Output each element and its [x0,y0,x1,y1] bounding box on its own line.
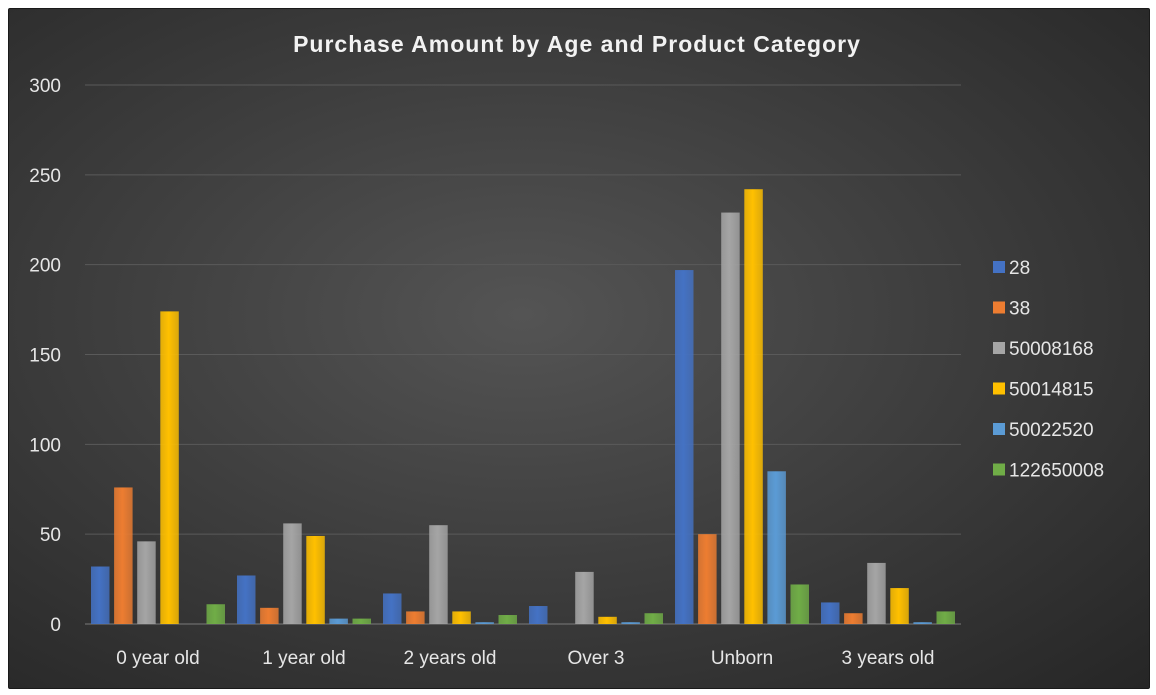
bar-50008168-3 [575,571,594,624]
bar-38-2 [406,611,425,624]
bar-50022520-1 [329,618,348,624]
bar-38-5 [844,613,863,624]
bar-50014815-5 [890,588,909,624]
bar-122650008-0 [206,604,225,624]
bar-50008168-2 [429,525,448,624]
legend-label: 50008168 [1009,339,1094,360]
x-tick-label: Unborn [711,648,773,669]
bar-50008168-5 [867,562,886,624]
bar-50022520-3 [621,622,640,624]
bar-28-2 [383,593,402,624]
x-tick-label: 1 year old [262,648,345,669]
bar-50022520-5 [913,622,932,624]
bar-chart: Purchase Amount by Age and Product Categ… [29,31,1104,669]
bar-122650008-1 [352,618,371,624]
bar-28-5 [821,602,840,624]
legend-swatch [993,342,1005,354]
bar-50022520-4 [767,471,786,624]
y-tick-label: 100 [29,435,61,456]
bar-50014815-1 [306,535,325,624]
bars [91,189,955,624]
bar-38-4 [698,534,717,624]
y-axis-ticks: 0 50 100 150 200 250 300 [29,76,61,636]
legend-label: 50014815 [1009,380,1094,401]
legend-swatch [993,382,1005,395]
y-tick-label: 50 [40,525,61,546]
x-tick-label: 0 year old [116,648,199,669]
bar-50022520-2 [475,622,494,624]
bar-28-4 [675,270,694,624]
legend-label: 122650008 [1009,461,1104,482]
y-tick-label: 250 [29,166,61,187]
legend-swatch [993,463,1005,476]
bar-122650008-3 [644,613,663,624]
x-tick-label: 3 years old [842,648,935,669]
bar-50014815-4 [744,189,763,624]
y-tick-label: 0 [50,615,61,636]
x-axis-ticks: 0 year old 1 year old 2 years old Over 3 Unb… [116,648,934,669]
legend: 28 38 50008168 50014815 50022520 122650008 [993,258,1104,482]
bar-28-1 [237,575,256,624]
gridlines [85,84,961,625]
legend-label: 28 [1009,258,1030,279]
bar-50014815-0 [160,311,179,624]
bar-50014815-2 [452,611,471,624]
bar-38-1 [260,607,279,624]
x-tick-label: Over 3 [567,648,624,669]
bar-122650008-4 [790,584,809,624]
bar-50008168-4 [721,212,740,624]
bar-50008168-0 [137,541,156,624]
legend-label: 38 [1009,299,1030,320]
bar-50014815-3 [598,616,617,624]
bar-38-0 [114,487,133,624]
y-tick-label: 300 [29,76,61,97]
x-tick-label: 2 years old [404,648,497,669]
legend-swatch [993,261,1005,273]
y-tick-label: 200 [29,256,61,277]
bar-28-0 [91,566,110,624]
bar-122650008-2 [498,615,517,624]
chart-frame: Purchase Amount by Age and Product Categ… [8,8,1150,689]
legend-swatch [993,423,1005,435]
legend-label: 50022520 [1009,420,1094,441]
bar-50008168-1 [283,523,302,624]
legend-swatch [993,301,1005,314]
bar-122650008-5 [936,611,955,624]
bar-28-3 [529,606,548,624]
chart-title: Purchase Amount by Age and Product Categ… [293,31,861,57]
y-tick-label: 150 [29,346,61,367]
